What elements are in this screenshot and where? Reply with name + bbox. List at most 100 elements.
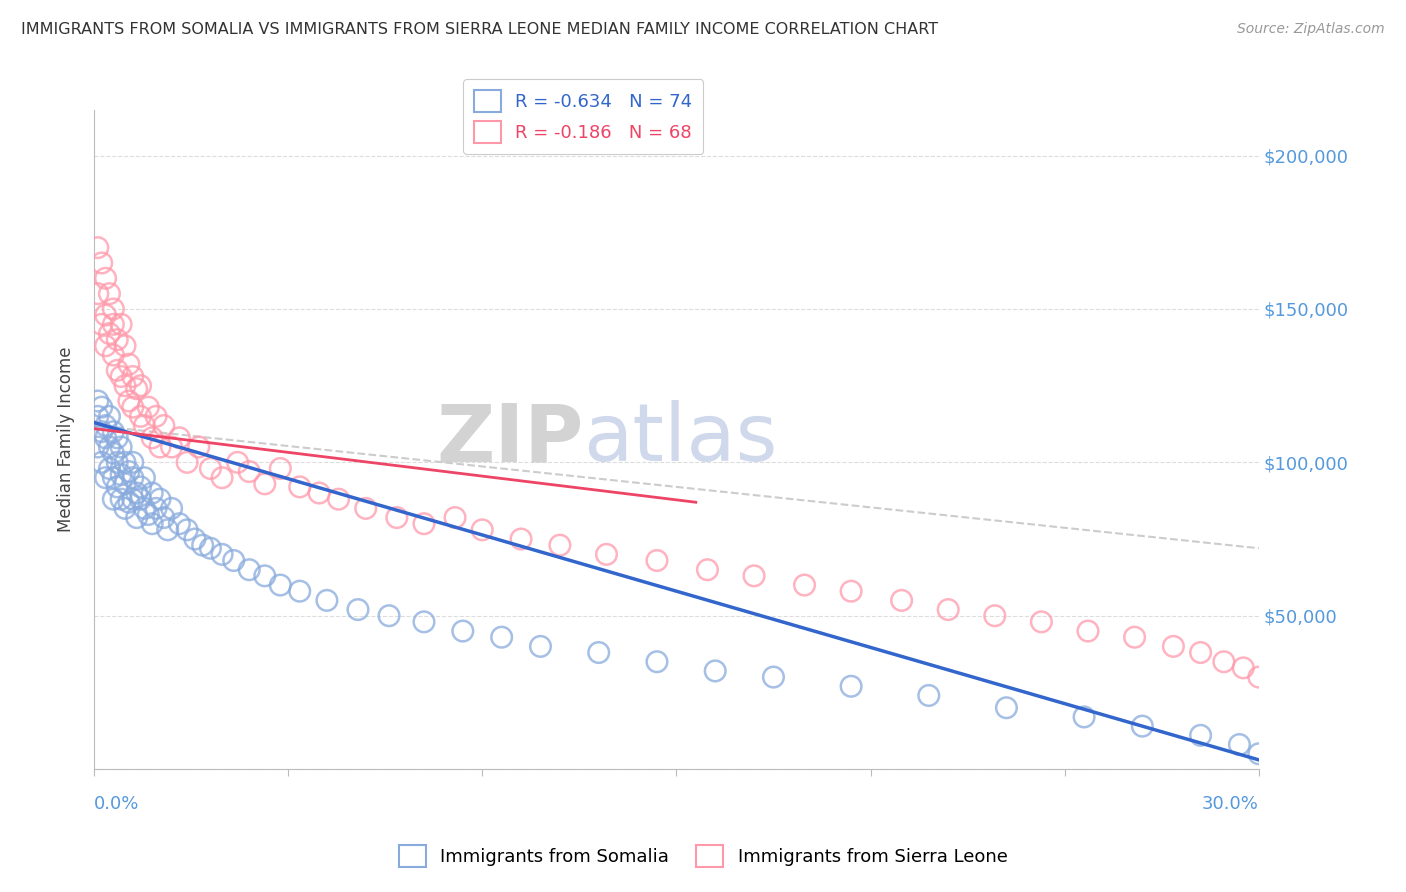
Point <box>141 516 163 531</box>
Point <box>110 440 132 454</box>
Y-axis label: Median Family Income: Median Family Income <box>58 347 75 533</box>
Point <box>211 471 233 485</box>
Point <box>1247 747 1270 761</box>
Point <box>98 286 121 301</box>
Point <box>1073 710 1095 724</box>
Point <box>105 480 128 494</box>
Point <box>94 418 117 433</box>
Point <box>200 541 222 556</box>
Point <box>94 431 117 445</box>
Point <box>121 400 143 414</box>
Point <box>90 256 112 270</box>
Point <box>153 418 176 433</box>
Point <box>510 532 533 546</box>
Legend: R = -0.634   N = 74, R = -0.186   N = 68: R = -0.634 N = 74, R = -0.186 N = 68 <box>463 79 703 153</box>
Point <box>1123 630 1146 644</box>
Point <box>87 440 110 454</box>
Point <box>110 369 132 384</box>
Point <box>153 510 176 524</box>
Point <box>1077 624 1099 638</box>
Point <box>98 409 121 424</box>
Point <box>145 409 167 424</box>
Point <box>141 431 163 445</box>
Point <box>105 333 128 347</box>
Point <box>134 471 156 485</box>
Point <box>87 286 110 301</box>
Point <box>134 418 156 433</box>
Point <box>103 492 125 507</box>
Point <box>169 431 191 445</box>
Point <box>704 664 727 678</box>
Point <box>114 501 136 516</box>
Point <box>121 369 143 384</box>
Point <box>936 602 959 616</box>
Point <box>145 501 167 516</box>
Point <box>87 394 110 409</box>
Point <box>588 646 610 660</box>
Point <box>103 471 125 485</box>
Point <box>269 461 291 475</box>
Point <box>176 455 198 469</box>
Point <box>211 547 233 561</box>
Point <box>98 461 121 475</box>
Point <box>94 471 117 485</box>
Point <box>645 553 668 567</box>
Point <box>114 476 136 491</box>
Point <box>114 378 136 392</box>
Point <box>222 553 245 567</box>
Point <box>1189 728 1212 742</box>
Point <box>103 446 125 460</box>
Point <box>105 431 128 445</box>
Point <box>839 584 862 599</box>
Text: IMMIGRANTS FROM SOMALIA VS IMMIGRANTS FROM SIERRA LEONE MEDIAN FAMILY INCOME COR: IMMIGRANTS FROM SOMALIA VS IMMIGRANTS FR… <box>21 22 938 37</box>
Point <box>110 492 132 507</box>
Point <box>793 578 815 592</box>
Point <box>918 689 941 703</box>
Point <box>149 492 172 507</box>
Point <box>645 655 668 669</box>
Point <box>129 378 152 392</box>
Point <box>87 409 110 424</box>
Point <box>121 492 143 507</box>
Point <box>347 602 370 616</box>
Point <box>413 615 436 629</box>
Point <box>984 608 1007 623</box>
Point <box>129 409 152 424</box>
Point <box>103 348 125 362</box>
Point <box>90 425 112 439</box>
Point <box>110 318 132 332</box>
Point <box>103 318 125 332</box>
Point <box>839 679 862 693</box>
Point <box>288 480 311 494</box>
Point <box>890 593 912 607</box>
Point <box>471 523 494 537</box>
Point <box>136 400 159 414</box>
Point <box>134 501 156 516</box>
Point <box>94 308 117 322</box>
Point <box>129 492 152 507</box>
Point <box>316 593 339 607</box>
Point <box>328 492 350 507</box>
Point <box>1163 640 1185 654</box>
Text: Source: ZipAtlas.com: Source: ZipAtlas.com <box>1237 22 1385 37</box>
Point <box>94 339 117 353</box>
Legend: Immigrants from Somalia, Immigrants from Sierra Leone: Immigrants from Somalia, Immigrants from… <box>391 838 1015 874</box>
Point <box>98 326 121 341</box>
Point <box>98 440 121 454</box>
Point <box>129 480 152 494</box>
Point <box>110 467 132 482</box>
Text: 0.0%: 0.0% <box>94 796 139 814</box>
Point <box>125 510 148 524</box>
Point <box>118 495 141 509</box>
Point <box>114 339 136 353</box>
Point <box>1189 646 1212 660</box>
Text: atlas: atlas <box>583 401 778 478</box>
Point <box>103 301 125 316</box>
Point <box>1212 655 1234 669</box>
Point <box>491 630 513 644</box>
Point <box>378 608 401 623</box>
Point <box>149 440 172 454</box>
Point <box>451 624 474 638</box>
Point <box>114 455 136 469</box>
Point <box>1247 670 1270 684</box>
